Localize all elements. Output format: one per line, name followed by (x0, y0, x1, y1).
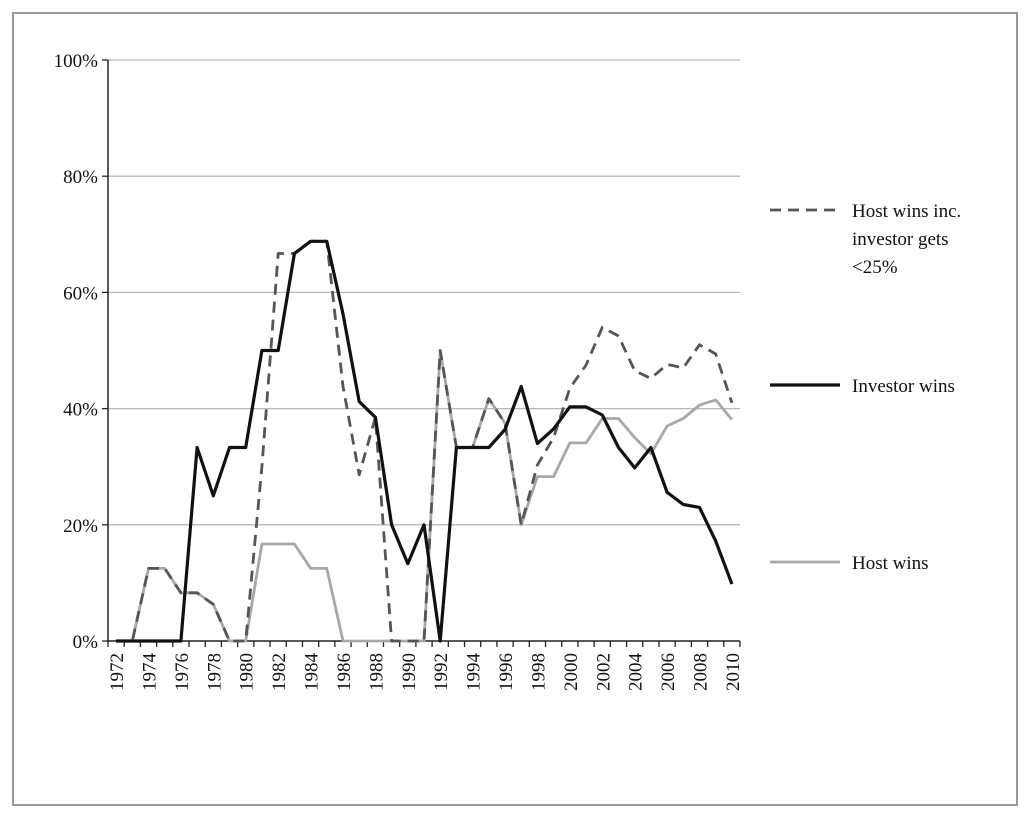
x-tick-label: 1988 (366, 653, 387, 691)
x-tick-label: 1986 (334, 653, 355, 691)
x-tick-label: 1978 (204, 653, 225, 691)
y-tick-label: 20% (63, 516, 98, 537)
x-tick-label: 1996 (496, 653, 517, 691)
axes (107, 60, 740, 642)
x-tick-label: 1984 (302, 653, 323, 692)
x-axis-ticks: 1972 1974 1976 1978 1980 1982 1984 1986 1988 1990… (107, 641, 744, 691)
series-line-0 (116, 239, 734, 643)
x-tick-label: 1992 (431, 653, 452, 691)
x-tick-label: 2002 (593, 653, 614, 691)
x-tick-label: 1974 (140, 653, 161, 692)
legend-label-0: investor gets (852, 229, 949, 250)
x-tick-label: 2000 (561, 653, 582, 691)
y-tick-label: 60% (63, 283, 98, 304)
legend-label-1: Investor wins (852, 376, 955, 397)
x-tick-label: 1990 (399, 653, 420, 691)
x-tick-label: 2006 (658, 653, 679, 691)
x-tick-label: 1998 (528, 653, 549, 691)
series-line-1 (116, 239, 734, 643)
legend-label-2: Host wins (852, 553, 929, 574)
gridlines (108, 59, 740, 526)
x-tick-label: 2010 (723, 653, 744, 691)
y-tick-label: 100% (54, 51, 99, 72)
x-tick-label: 1982 (269, 653, 290, 691)
series-line-2 (116, 349, 733, 643)
x-tick-label: 1976 (172, 653, 193, 691)
y-axis-ticks: 0% 20% 40% 60% 80% 100% (54, 51, 108, 653)
series-lines (116, 239, 734, 643)
x-tick-label: 2004 (626, 653, 647, 692)
x-tick-label: 2008 (690, 653, 711, 691)
x-tick-label: 1972 (107, 653, 128, 691)
x-tick-label: 1980 (237, 653, 258, 691)
x-tick-label: 1994 (464, 653, 485, 692)
y-tick-label: 40% (63, 400, 98, 421)
y-tick-label: 0% (73, 632, 99, 653)
legend: Host wins inc. investor gets <25% Investor … (770, 201, 961, 574)
legend-label-0: Host wins inc. (852, 201, 961, 222)
y-tick-label: 80% (63, 167, 98, 188)
legend-label-0: <25% (852, 257, 898, 278)
